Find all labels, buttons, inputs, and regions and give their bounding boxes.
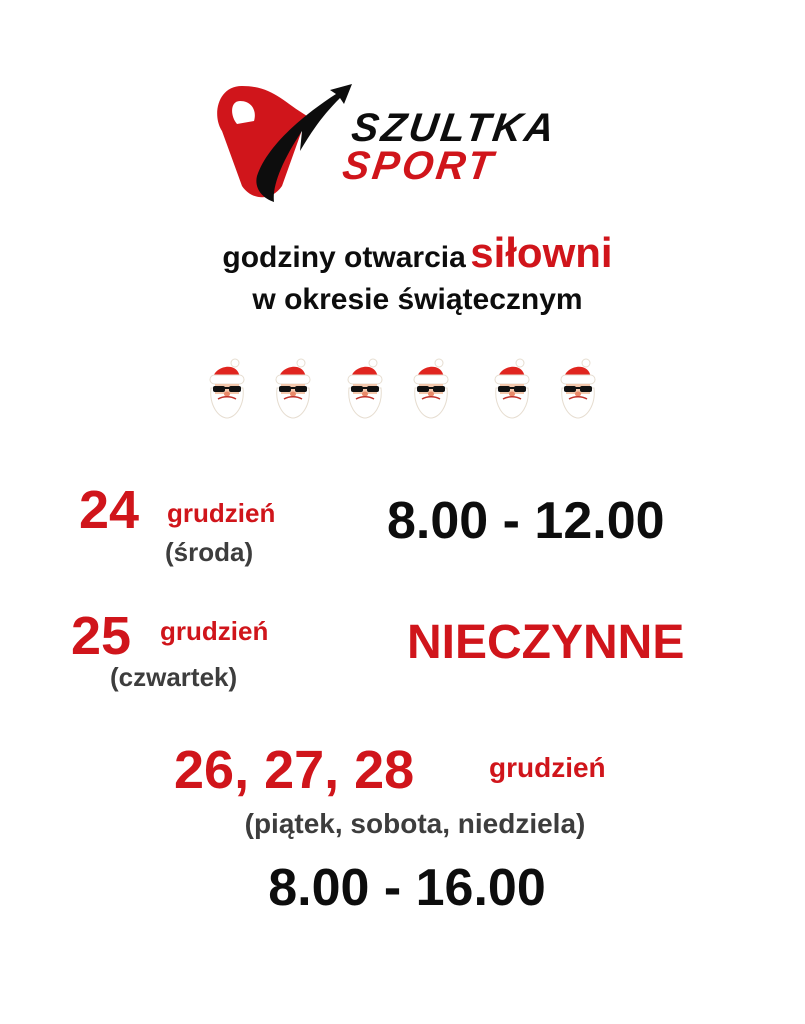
heading-line1: godziny otwarcia siłowni — [0, 228, 805, 288]
closed-label: NIECZYNNE — [407, 616, 685, 669]
day-numbers: 26, 27, 28 — [174, 740, 415, 800]
kettlebell-logo-icon — [217, 84, 352, 202]
opening-hours: 8.00 - 12.00 — [387, 492, 665, 550]
santa-icon — [275, 358, 311, 419]
weekday-label: (środa) — [165, 537, 254, 567]
weekday-label: (piątek, sobota, niedziela) — [244, 808, 586, 839]
month-label: grudzień — [160, 616, 269, 646]
santa-icon — [560, 358, 596, 419]
santa-icon — [209, 358, 245, 419]
month-label: grudzień — [489, 752, 606, 783]
heading-highlight: siłowni — [470, 229, 613, 276]
logo-text-line2: SPORT — [339, 144, 499, 188]
opening-hours: 8.00 - 16.00 — [268, 859, 546, 917]
month-label: grudzień — [167, 498, 276, 528]
heading-text: godziny otwarcia — [222, 241, 466, 274]
santa-icon — [347, 358, 383, 419]
logo-text-line1: SZULTKA — [348, 106, 560, 150]
heading-line2: w okresie świątecznym — [252, 283, 583, 316]
day-number: 24 — [79, 480, 140, 540]
santa-icon — [494, 358, 530, 419]
santa-icon — [413, 358, 449, 419]
day-number: 25 — [71, 606, 132, 666]
weekday-label: (czwartek) — [110, 662, 238, 692]
